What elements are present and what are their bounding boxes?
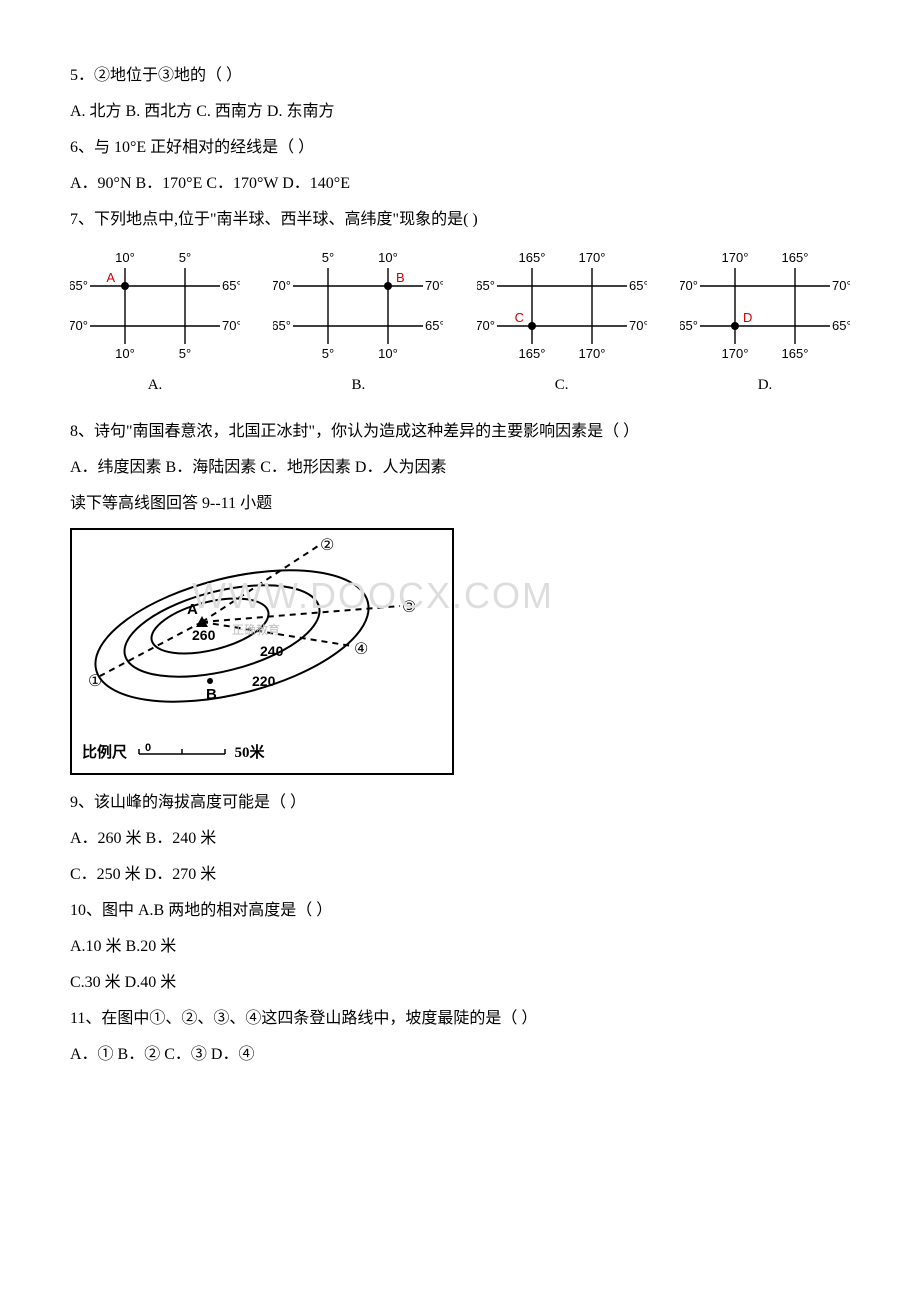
- scale-row: 比例尺 0 50米: [82, 738, 442, 769]
- svg-text:正确教育: 正确教育: [232, 622, 280, 637]
- q8-opts: A．纬度因素 B．海陆因素 C．地形因素 D．人为因素: [70, 452, 850, 484]
- q7-text: 7、下列地点中,位于"南半球、西半球、高纬度"现象的是( ): [70, 204, 850, 236]
- svg-text:260: 260: [192, 627, 216, 643]
- svg-text:10°: 10°: [378, 346, 398, 361]
- q11-text: 11、在图中①、②、③、④这四条登山路线中，坡度最陡的是（ ）: [70, 1003, 850, 1035]
- svg-text:70°: 70°: [629, 318, 647, 333]
- svg-text:10°: 10°: [378, 250, 398, 265]
- svg-text:65°: 65°: [70, 278, 88, 293]
- svg-text:165°: 165°: [782, 250, 809, 265]
- svg-text:70°: 70°: [425, 278, 443, 293]
- svg-text:①: ①: [88, 673, 102, 690]
- svg-text:170°: 170°: [722, 346, 749, 361]
- svg-text:0: 0: [145, 742, 151, 754]
- svg-text:70°: 70°: [70, 318, 88, 333]
- scale-label: 比例尺: [82, 745, 127, 761]
- svg-text:③: ③: [402, 599, 416, 616]
- grid-letter: A.: [148, 370, 163, 400]
- grid-letter: C.: [555, 370, 569, 400]
- svg-text:70°: 70°: [477, 318, 495, 333]
- q8-text: 8、诗句"南国春意浓，北国正冰封"，你认为造成这种差异的主要影响因素是（ ）: [70, 416, 850, 448]
- svg-text:④: ④: [354, 641, 368, 658]
- q6-text: 6、与 10°E 正好相对的经线是（ ）: [70, 132, 850, 164]
- svg-text:170°: 170°: [578, 250, 605, 265]
- svg-text:65°: 65°: [629, 278, 647, 293]
- svg-text:70°: 70°: [832, 278, 850, 293]
- q9-optsA: A．260 米 B．240 米: [70, 823, 850, 855]
- svg-text:65°: 65°: [680, 318, 698, 333]
- scale-text: 50米: [235, 745, 265, 761]
- svg-text:A: A: [106, 270, 115, 285]
- svg-text:B: B: [396, 270, 405, 285]
- q10-text: 10、图中 A.B 两地的相对高度是（ ）: [70, 895, 850, 927]
- svg-text:165°: 165°: [518, 346, 545, 361]
- grid-diagram-A: 10° 5° 10° 5° 65° 70° 65° 70° A A.: [70, 246, 240, 400]
- svg-text:5°: 5°: [179, 250, 191, 265]
- q11-opts: A．① B．② C．③ D．④: [70, 1039, 850, 1071]
- grid-letter: B.: [351, 370, 365, 400]
- contour-intro: 读下等高线图回答 9--11 小题: [70, 488, 850, 520]
- svg-text:65°: 65°: [425, 318, 443, 333]
- svg-text:5°: 5°: [322, 346, 334, 361]
- svg-text:5°: 5°: [322, 250, 334, 265]
- svg-text:A: A: [187, 601, 198, 618]
- grid-diagram-B: 5° 10° 5° 10° 70° 65° 70° 65° B B.: [273, 246, 443, 400]
- q5-text: 5．②地位于③地的（ ）: [70, 60, 850, 92]
- svg-text:65°: 65°: [222, 278, 240, 293]
- scale-bar-icon: 0: [137, 742, 227, 758]
- svg-text:65°: 65°: [477, 278, 495, 293]
- svg-text:70°: 70°: [222, 318, 240, 333]
- contour-figure: WWW.DOOCX.COM 220240260AB①②③④正确教育 比例尺 0 …: [70, 528, 454, 775]
- svg-text:220: 220: [252, 673, 276, 689]
- q6-opts: A．90°N B．170°E C．170°W D．140°E: [70, 168, 850, 200]
- svg-text:170°: 170°: [578, 346, 605, 361]
- grid-diagram-row: 10° 5° 10° 5° 65° 70° 65° 70° A A. 5° 10° 5° 10° 70° 65…: [70, 246, 850, 400]
- q9-optsB: C．250 米 D．270 米: [70, 859, 850, 891]
- svg-text:65°: 65°: [832, 318, 850, 333]
- svg-text:70°: 70°: [680, 278, 698, 293]
- svg-text:70°: 70°: [273, 278, 291, 293]
- svg-text:165°: 165°: [518, 250, 545, 265]
- grid-diagram-C: 165° 170° 165° 170° 65° 70° 65° 70° C C.: [477, 246, 647, 400]
- q10-optsA: A.10 米 B.20 米: [70, 931, 850, 963]
- svg-text:D: D: [743, 310, 752, 325]
- svg-text:240: 240: [260, 643, 284, 659]
- svg-text:170°: 170°: [722, 250, 749, 265]
- q9-text: 9、该山峰的海拔高度可能是（ ）: [70, 787, 850, 819]
- svg-text:65°: 65°: [273, 318, 291, 333]
- q5-opts: A. 北方 B. 西北方 C. 西南方 D. 东南方: [70, 96, 850, 128]
- svg-text:②: ②: [320, 537, 334, 554]
- grid-diagram-D: 170° 165° 170° 165° 70° 65° 70° 65° D D.: [680, 246, 850, 400]
- svg-text:C: C: [514, 310, 523, 325]
- contour-svg: 220 240 260 A B ① ② ③ ④ 正确教育: [82, 536, 422, 726]
- grid-letter: D.: [758, 370, 773, 400]
- svg-text:5°: 5°: [179, 346, 191, 361]
- q10-optsB: C.30 米 D.40 米: [70, 967, 850, 999]
- svg-text:10°: 10°: [115, 250, 135, 265]
- svg-text:B: B: [206, 686, 217, 703]
- svg-text:165°: 165°: [782, 346, 809, 361]
- svg-text:10°: 10°: [115, 346, 135, 361]
